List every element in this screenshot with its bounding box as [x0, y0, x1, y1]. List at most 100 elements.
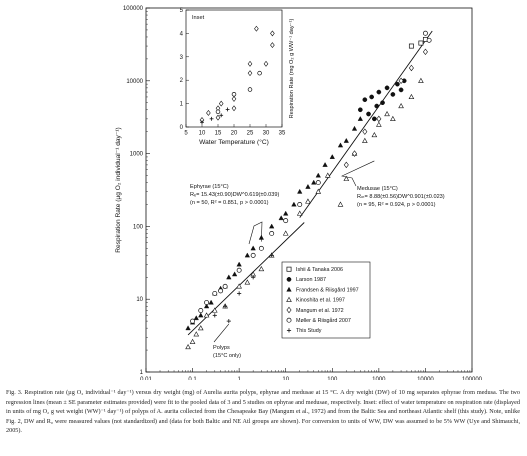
legend-marker	[286, 266, 292, 272]
data-point-frandsen-riisg-rd-1997	[231, 271, 238, 277]
inset-data-point-mangum-et-al-1972	[247, 60, 253, 67]
inset-x-tick-label: 15	[215, 131, 222, 137]
data-point-frandsen-riisg-rd-1997	[322, 162, 328, 167]
x-tick-label: 0.1	[188, 377, 197, 380]
figure-caption: Fig. 3. Respiration rate (µg O₂ individu…	[6, 388, 520, 436]
inset-data-point-this-study	[200, 120, 204, 125]
data-point-frandsen-riisg-rd-1997	[269, 223, 275, 229]
x-tick-label: 100	[327, 377, 338, 380]
data-point-kinoshita-et-al-1997	[197, 325, 204, 331]
data-point-mangum-et-al-1972	[376, 115, 382, 123]
data-point-m-ller-riisg-rd-2007	[222, 283, 228, 289]
data-point-larson-1987	[390, 92, 396, 97]
legend-entry: Frandsen & Riisgård 1997	[296, 286, 359, 293]
data-point-frandsen-riisg-rd-1997	[357, 116, 363, 121]
inset-y-tick-label: 2	[180, 78, 184, 84]
data-point-mangum-et-al-1972	[343, 161, 349, 169]
y-tick-label: 100	[133, 224, 144, 230]
legend-entry: Møller & Riisgård 2007	[296, 317, 351, 324]
y-tick-label: 100000	[123, 6, 144, 12]
inset-data-point-this-study	[219, 113, 224, 118]
legend-marker	[286, 328, 292, 333]
inset-x-tick-label: 5	[184, 131, 188, 137]
data-point-m-ller-riisg-rd-2007	[269, 231, 275, 236]
inset-data-point-mangum-et-al-1972	[247, 70, 253, 77]
data-point-kinoshita-et-al-1997	[398, 103, 404, 109]
data-point-kinoshita-et-al-1997	[193, 331, 200, 337]
inset-y-tick-label: 3	[180, 55, 184, 61]
data-point-this-study	[237, 291, 242, 296]
data-point-larson-1987	[366, 111, 371, 117]
inset-x-tick-label: 25	[247, 131, 254, 137]
data-point-kinoshita-et-al-1997	[203, 312, 210, 318]
data-point-kinoshita-et-al-1997	[337, 201, 344, 207]
main-plot-frame	[145, 7, 473, 373]
data-point-mangum-et-al-1972	[352, 150, 357, 157]
data-point-m-ller-riisg-rd-2007	[315, 180, 321, 186]
data-point-m-ller-riisg-rd-2007	[198, 308, 204, 313]
x-tick-label: 10	[282, 377, 289, 380]
data-point-frandsen-riisg-rd-1997	[250, 245, 256, 251]
data-point-m-ller-riisg-rd-2007	[212, 290, 218, 296]
polyps-annotation-line: Polyps	[213, 345, 230, 351]
data-point-frandsen-riisg-rd-1997	[226, 274, 232, 280]
data-point-m-ller-riisg-rd-2007	[258, 245, 264, 251]
data-point-kinoshita-et-al-1997	[343, 175, 350, 181]
data-point-kinoshita-et-al-1997	[185, 344, 191, 350]
data-point-frandsen-riisg-rd-1997	[315, 172, 321, 178]
legend-marker	[286, 296, 292, 302]
data-point-m-ller-riisg-rd-2007	[250, 252, 256, 258]
inset-y-axis-title: Respiration Rate (mg O₂ g WW⁻¹ day⁻¹)	[289, 18, 295, 118]
data-point-kinoshita-et-al-1997	[315, 188, 322, 194]
data-point-kinoshita-et-al-1997	[384, 110, 390, 117]
medusae-annotation-line: Rₘ= 8.88(±0.56)DW^0.901(±0.023)	[357, 194, 445, 200]
inset-data-point-m-ller-riisg-rd-2007	[215, 109, 221, 115]
data-point-frandsen-riisg-rd-1997	[208, 299, 214, 305]
data-point-this-study	[251, 275, 256, 280]
x-tick-label: 1	[237, 377, 241, 380]
data-point-frandsen-riisg-rd-1997	[236, 261, 242, 267]
inset-x-tick-label: 35	[279, 131, 286, 137]
data-point-ishii-tanaka-2006	[408, 43, 414, 49]
regression-line-medusae	[299, 30, 433, 218]
inset-data-point-mangum-et-al-1972	[270, 30, 275, 37]
data-point-kinoshita-et-al-1997	[418, 77, 424, 83]
data-point-larson-1987	[362, 97, 368, 103]
y-tick-label: 10	[136, 297, 143, 303]
data-point-kinoshita-et-al-1997	[211, 307, 218, 313]
y-axis-title: Respiration Rate (µg O₂ individual⁻¹ day…	[115, 127, 122, 252]
data-point-m-ller-riisg-rd-2007	[283, 218, 289, 224]
caption-text: Respiration rate (µg O₂ individual⁻¹ day…	[6, 389, 520, 435]
data-point-mangum-et-al-1972	[422, 48, 428, 56]
medusae-annotation-line: Medusae (15°C)	[357, 186, 398, 192]
data-point-frandsen-riisg-rd-1997	[244, 252, 250, 258]
data-point-larson-1987	[384, 85, 390, 91]
data-point-larson-1987	[398, 87, 404, 93]
inset-data-point-mangum-et-al-1972	[218, 100, 224, 107]
data-point-frandsen-riisg-rd-1997	[203, 303, 210, 309]
data-point-kinoshita-et-al-1997	[236, 283, 242, 289]
data-point-mangum-et-al-1972	[408, 64, 414, 72]
data-point-larson-1987	[395, 81, 400, 87]
inset-data-point-m-ller-riisg-rd-2007	[231, 91, 237, 97]
y-tick-label: 10000	[126, 79, 143, 85]
legend-entry: Ishii & Tanaka 2006	[296, 267, 343, 273]
data-point-frandsen-riisg-rd-1997	[329, 154, 335, 159]
data-point-mangum-et-al-1972	[398, 77, 404, 85]
ephyrae-annotation-line: (n = 50, R² = 0.851, p > 0.0001)	[190, 200, 269, 206]
data-point-frandsen-riisg-rd-1997	[311, 179, 317, 185]
x-tick-label: 1000	[372, 377, 386, 380]
x-tick-label: 10000	[417, 377, 434, 380]
inset-plot: Inset 5 10 15 20 25 30 35 0 1 2 3 4 5 Water Temperatur…	[180, 8, 295, 146]
data-point-m-ller-riisg-rd-2007	[236, 267, 242, 273]
inset-x-tick-label: 20	[231, 131, 238, 137]
data-point-frandsen-riisg-rd-1997	[291, 201, 297, 207]
y-tick-label: 1000	[130, 152, 144, 158]
data-point-m-ller-riisg-rd-2007	[426, 37, 432, 43]
data-point-m-ller-riisg-rd-2007	[218, 288, 224, 294]
data-point-kinoshita-et-al-1997	[282, 230, 289, 236]
inset-x-axis-title: Water Temperature (°C)	[199, 138, 269, 146]
data-point-kinoshita-et-al-1997	[390, 115, 396, 121]
figure: 0.01 0.1 1 10 100 1000 10000 100000110100100010…	[115, 6, 483, 380]
data-point-m-ller-riisg-rd-2007	[422, 30, 428, 36]
